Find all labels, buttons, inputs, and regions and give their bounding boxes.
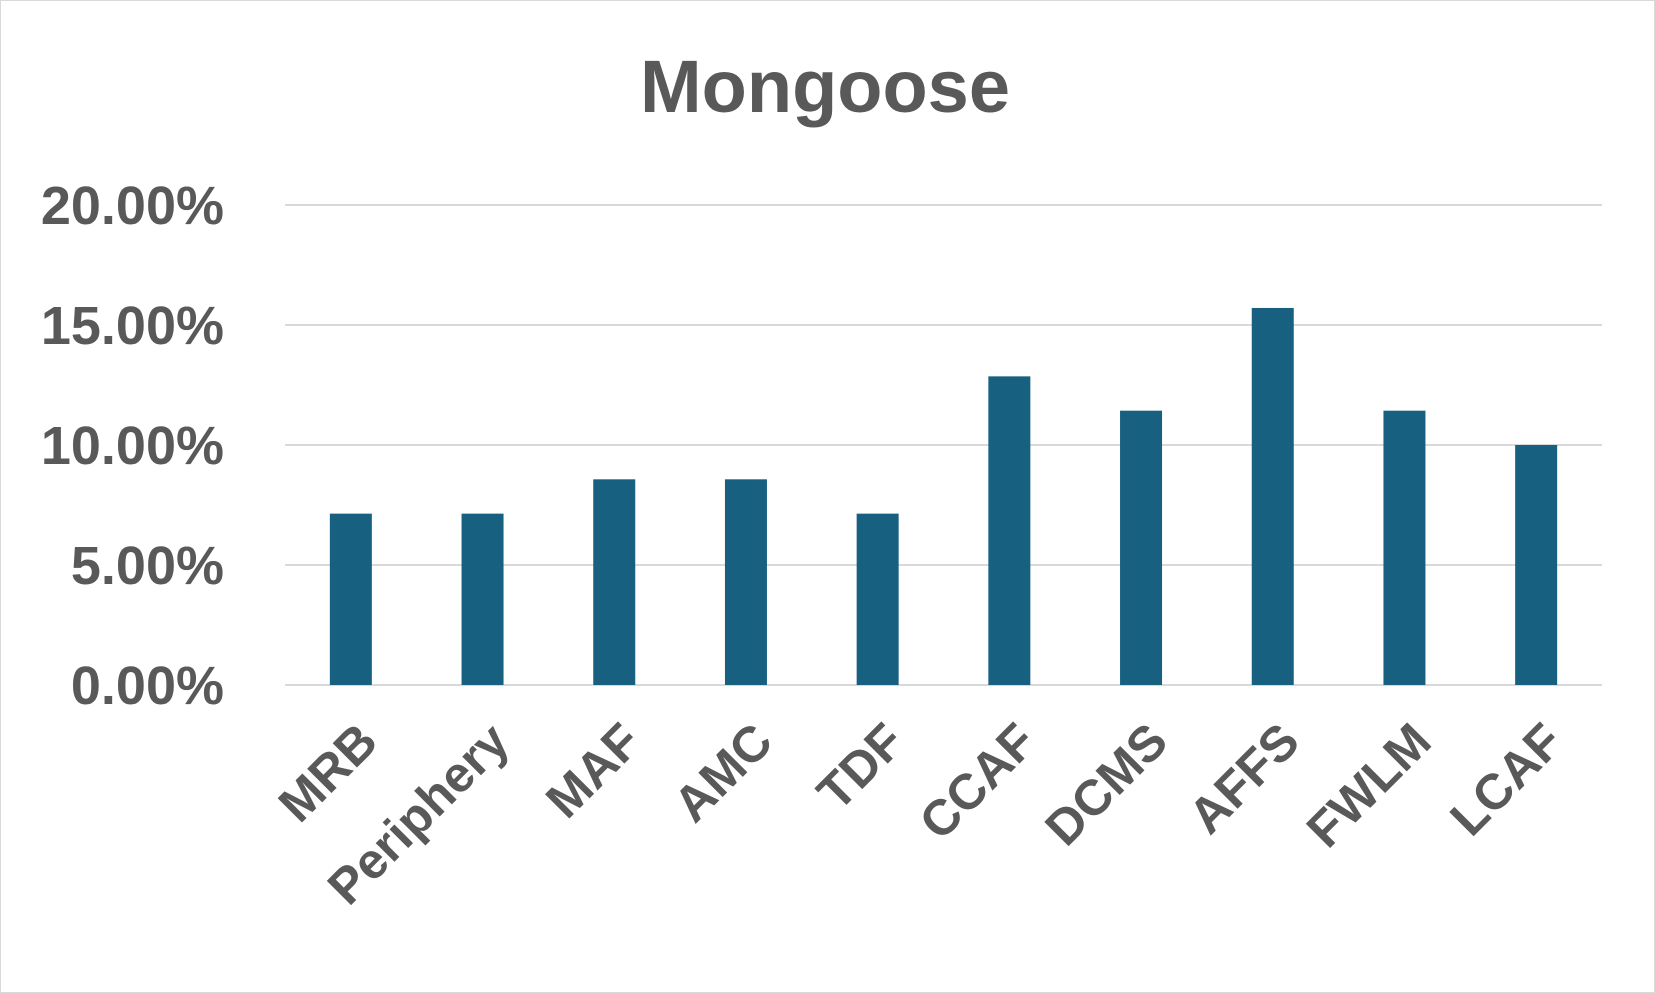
bar-mrb xyxy=(329,513,372,685)
bar-dcms xyxy=(1120,410,1163,685)
x-tick-label: MRB xyxy=(268,713,388,833)
y-axis-tick-labels: 0.00% 5.00% 10.00% 15.00% 20.00% xyxy=(41,176,224,716)
bar-tdf xyxy=(856,513,899,685)
x-tick-label: FWLM xyxy=(1296,713,1442,859)
bar-lcaf xyxy=(1515,445,1558,685)
bar-amc xyxy=(724,479,767,685)
bar-ccaf xyxy=(988,376,1031,685)
x-tick-label: MAF xyxy=(535,713,651,829)
bar-affs xyxy=(1251,307,1294,685)
bar-periphery xyxy=(461,513,504,685)
x-tick-label: AMC xyxy=(663,713,783,833)
y-tick-label: 5.00% xyxy=(71,536,224,596)
x-tick-label: TDF xyxy=(806,713,914,821)
chart-title: Mongoose xyxy=(640,45,1010,128)
bars xyxy=(329,307,1558,685)
gridlines xyxy=(285,204,1602,686)
y-tick-label: 15.00% xyxy=(41,296,224,356)
y-tick-label: 10.00% xyxy=(41,416,224,476)
x-tick-label: AFFS xyxy=(1178,713,1310,845)
x-tick-label: CCAF xyxy=(909,713,1047,851)
y-tick-label: 0.00% xyxy=(71,656,224,716)
y-tick-label: 20.00% xyxy=(41,176,224,236)
bar-maf xyxy=(593,479,636,685)
x-tick-label: DCMS xyxy=(1034,713,1178,857)
bar-fwlm xyxy=(1383,410,1426,685)
x-tick-label: LCAF xyxy=(1439,713,1573,847)
